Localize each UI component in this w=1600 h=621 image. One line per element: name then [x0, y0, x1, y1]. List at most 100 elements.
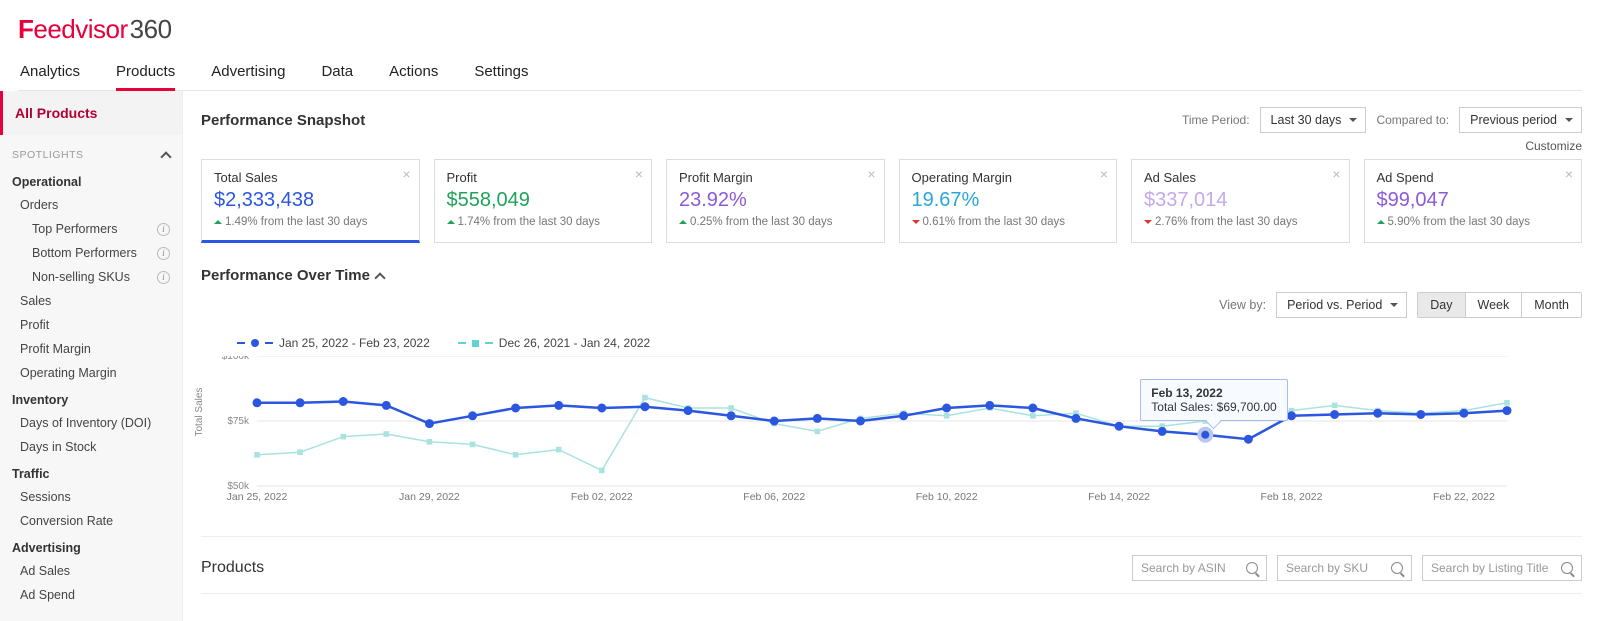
sidebar-item[interactable]: Orders: [0, 193, 182, 217]
info-icon[interactable]: i: [157, 247, 170, 260]
time-period-label: Time Period:: [1182, 113, 1250, 127]
search-icon: [1246, 562, 1258, 574]
search-icon: [1391, 562, 1403, 574]
svg-text:$100k: $100k: [222, 356, 250, 362]
close-icon[interactable]: ×: [402, 166, 410, 182]
customize-link[interactable]: Customize: [1525, 139, 1582, 153]
kpi-label: Operating Margin: [912, 170, 1105, 185]
close-icon[interactable]: ×: [867, 166, 875, 182]
kpi-value: $99,047: [1377, 189, 1570, 212]
sidebar-group-traffic: Traffic: [0, 459, 182, 485]
compared-to-dropdown[interactable]: Previous period: [1459, 107, 1582, 133]
chart-y-axis-label: Total Sales: [194, 388, 205, 437]
kpi-delta: 1.74% from the last 30 days: [447, 216, 640, 228]
kpi-value: $2,333,438: [214, 189, 407, 212]
sidebar-item[interactable]: Non-selling SKUsi: [0, 265, 182, 289]
svg-text:$75k: $75k: [227, 416, 250, 427]
sidebar-item[interactable]: Days in Stock: [0, 435, 182, 459]
close-icon[interactable]: ×: [1565, 166, 1573, 182]
snapshot-title: Performance Snapshot: [201, 112, 365, 129]
perf-over-time-header[interactable]: Performance Over Time: [201, 267, 1582, 284]
performance-chart: Total Sales $50k$75k$100kJan 25, 2022Jan…: [207, 356, 1582, 506]
granularity-month[interactable]: Month: [1521, 293, 1581, 317]
sidebar: All Products SPOTLIGHTS OperationalOrder…: [0, 91, 183, 621]
nav-tab-settings[interactable]: Settings: [474, 63, 528, 90]
sidebar-item[interactable]: Operating Margin: [0, 361, 182, 385]
sidebar-group-advertising: Advertising: [0, 533, 182, 559]
sidebar-item[interactable]: Sales: [0, 289, 182, 313]
info-icon[interactable]: i: [157, 223, 170, 236]
kpi-label: Profit Margin: [679, 170, 872, 185]
nav-tab-data[interactable]: Data: [321, 63, 353, 90]
close-icon[interactable]: ×: [635, 166, 643, 182]
kpi-delta: 0.61% from the last 30 days: [912, 216, 1105, 228]
compared-to-label: Compared to:: [1376, 113, 1449, 127]
time-period-dropdown[interactable]: Last 30 days: [1260, 107, 1367, 133]
search-box[interactable]: [1422, 555, 1582, 581]
kpi-card[interactable]: ×Ad Spend $99,047 5.90% from the last 30 d…: [1364, 159, 1583, 243]
kpi-value: $558,049: [447, 189, 640, 212]
kpi-delta: 1.49% from the last 30 days: [214, 216, 407, 228]
sidebar-section-spotlights[interactable]: SPOTLIGHTS: [0, 135, 182, 167]
kpi-delta: 2.76% from the last 30 days: [1144, 216, 1337, 228]
nav-tab-advertising[interactable]: Advertising: [211, 63, 285, 90]
kpi-cards: ×Total Sales$2,333,4381.49% from the las…: [201, 159, 1582, 243]
search-icon: [1561, 562, 1573, 574]
info-icon[interactable]: i: [157, 271, 170, 284]
sidebar-item[interactable]: Ad Sales: [0, 559, 182, 583]
kpi-card[interactable]: ×Ad Sales $337,014 2.76% from the last 30 …: [1131, 159, 1350, 243]
sidebar-item[interactable]: Bottom Performersi: [0, 241, 182, 265]
kpi-value: $337,014: [1144, 189, 1337, 212]
kpi-card[interactable]: ×Operating Margin 19.67% 0.61% from the la…: [899, 159, 1118, 243]
close-icon[interactable]: ×: [1332, 166, 1340, 182]
sidebar-group-operational: Operational: [0, 167, 182, 193]
kpi-label: Ad Spend: [1377, 170, 1570, 185]
kpi-label: Ad Sales: [1144, 170, 1337, 185]
search-box[interactable]: [1277, 555, 1412, 581]
legend-item: Jan 25, 2022 - Feb 23, 2022: [237, 336, 430, 350]
sidebar-item[interactable]: Profit Margin: [0, 337, 182, 361]
search-input[interactable]: [1431, 561, 1555, 575]
brand-logo: Feedvisor360: [18, 14, 1582, 45]
nav-tab-products[interactable]: Products: [116, 63, 175, 90]
svg-text:Feb 22, 2022: Feb 22, 2022: [1433, 491, 1495, 503]
chevron-up-icon: [160, 151, 171, 162]
kpi-delta: 0.25% from the last 30 days: [679, 216, 872, 228]
chevron-up-icon: [374, 272, 385, 283]
svg-text:Feb 18, 2022: Feb 18, 2022: [1261, 491, 1323, 503]
svg-text:Jan 25, 2022: Jan 25, 2022: [227, 491, 288, 503]
sidebar-item[interactable]: Conversion Rate: [0, 509, 182, 533]
sidebar-item[interactable]: Sessions: [0, 485, 182, 509]
sidebar-item[interactable]: Days of Inventory (DOI): [0, 411, 182, 435]
search-box[interactable]: [1132, 555, 1267, 581]
sidebar-item[interactable]: Top Performersi: [0, 217, 182, 241]
nav-tab-analytics[interactable]: Analytics: [20, 63, 80, 90]
close-icon[interactable]: ×: [1100, 166, 1108, 182]
svg-text:Feb 14, 2022: Feb 14, 2022: [1088, 491, 1150, 503]
svg-text:Jan 29, 2022: Jan 29, 2022: [399, 491, 460, 503]
kpi-card[interactable]: ×Profit Margin 23.92% 0.25% from the last …: [666, 159, 885, 243]
svg-text:Feb 06, 2022: Feb 06, 2022: [743, 491, 805, 503]
main-nav: Analytics Products Advertising Data Actions S…: [18, 63, 1582, 91]
kpi-label: Total Sales: [214, 170, 407, 185]
nav-tab-actions[interactable]: Actions: [389, 63, 438, 90]
kpi-label: Profit: [447, 170, 640, 185]
kpi-card[interactable]: ×Profit $558,049 1.74% from the last 30 da…: [434, 159, 653, 243]
search-input[interactable]: [1286, 561, 1385, 575]
kpi-value: 19.67%: [912, 189, 1105, 212]
granularity-day[interactable]: Day: [1418, 293, 1464, 317]
chart-legend: Jan 25, 2022 - Feb 23, 2022 Dec 26, 2021 …: [237, 336, 1582, 350]
kpi-value: 23.92%: [679, 189, 872, 212]
sidebar-all-products[interactable]: All Products: [0, 91, 182, 135]
kpi-card[interactable]: ×Total Sales $2,333,438 1.49% from the las…: [201, 159, 420, 243]
sidebar-item[interactable]: Profit: [0, 313, 182, 337]
legend-item: Dec 26, 2021 - Jan 24, 2022: [458, 336, 650, 350]
sidebar-item[interactable]: Ad Spend: [0, 583, 182, 607]
kpi-delta: 5.90% from the last 30 days: [1377, 216, 1570, 228]
search-input[interactable]: [1141, 561, 1240, 575]
products-title: Products: [201, 559, 264, 577]
sidebar-group-inventory: Inventory: [0, 385, 182, 411]
granularity-week[interactable]: Week: [1465, 293, 1522, 317]
period-compare-dropdown[interactable]: Period vs. Period: [1276, 292, 1407, 318]
granularity-toggle: DayWeekMonth: [1417, 292, 1582, 318]
